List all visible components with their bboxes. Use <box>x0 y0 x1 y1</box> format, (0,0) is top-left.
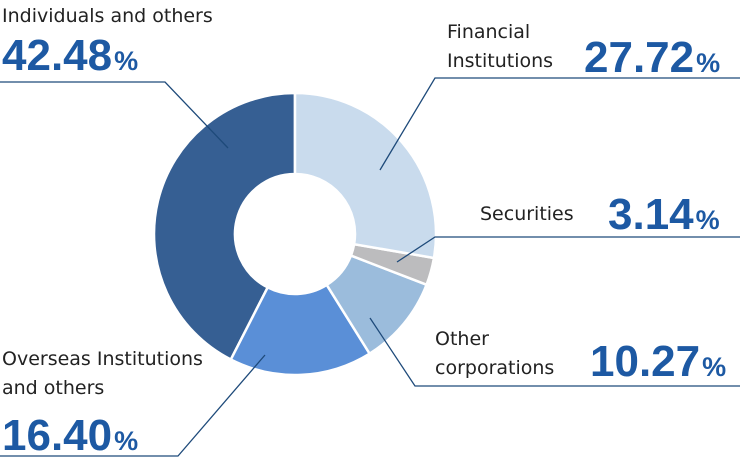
value-label: 10.27% <box>590 337 727 386</box>
donut-slice <box>152 91 297 362</box>
donut-slice <box>229 283 372 377</box>
value-label: 42.48% <box>2 31 139 80</box>
category-label: Financial Institutions <box>447 21 554 72</box>
leader-line <box>379 77 740 171</box>
leader-lines <box>0 77 740 457</box>
value-label: 16.40% <box>2 411 139 460</box>
value-label: 3.14% <box>608 190 720 239</box>
category-label: Individuals and others <box>2 5 213 27</box>
category-label: Overseas Institutions and others <box>2 348 203 399</box>
category-label: Securities <box>480 203 574 225</box>
value-label: 27.72% <box>584 33 721 82</box>
donut-slice <box>325 253 429 356</box>
leader-line <box>0 81 229 149</box>
leader-line <box>396 236 740 263</box>
category-label: Other corporations <box>435 328 555 379</box>
donut-slice <box>293 91 438 260</box>
leader-line <box>369 317 740 387</box>
leader-line <box>0 354 266 457</box>
